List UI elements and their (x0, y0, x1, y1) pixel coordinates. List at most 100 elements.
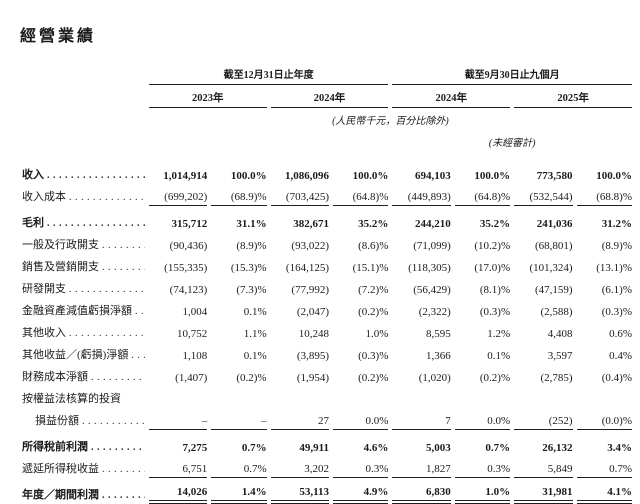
unaudited-note-row: (未經審計) (22, 127, 632, 151)
cell-value: (164,125) (285, 262, 329, 274)
dot-leader (135, 305, 145, 317)
cell-value: 31.1% (236, 218, 267, 230)
row-label-cell: 遞延所得稅收益 (22, 456, 145, 478)
cell-value: 4,408 (547, 328, 573, 340)
cell-value: (2,322) (418, 306, 451, 318)
table-row: 年度／期間利潤 14,0261.4%53,1134.9%6,8301.0%31,9… (22, 478, 632, 504)
cell-value: (0.2)% (479, 372, 511, 384)
table-row: 所得稅前利潤 7,275 0.7% 49,911 4.6% 5,003 0.7% 26,132… (22, 430, 632, 456)
cell-value: 3.4% (607, 442, 632, 454)
cell-value: 6,751 (148, 456, 208, 478)
row-label: 所得稅前利潤 (22, 441, 88, 453)
cell-value: (252) (514, 408, 573, 430)
cell-value: (64.8)% (333, 184, 389, 206)
cell-value: (0.4)% (601, 372, 632, 384)
table-row: 銷售及營銷開支 (155,335) (15.3)% (164,125) (15.1)% (… (22, 254, 632, 276)
cell-value: 49,911 (299, 442, 329, 454)
cell-value: (0.2)% (358, 306, 389, 318)
cell-value: (2,047) (296, 306, 329, 318)
cell-value: (8.1)% (479, 284, 511, 296)
cell-value: 4.6% (363, 442, 389, 454)
cell-value: (0.3)% (358, 350, 389, 362)
cell-value: (1,407) (175, 372, 208, 384)
col-group-annual: 截至12月31日止年度 (148, 66, 389, 85)
dot-leader (91, 371, 145, 383)
cell-value: 382,671 (293, 218, 329, 230)
cell-value: (90,436) (169, 240, 208, 252)
cell-value: 1.1% (243, 328, 267, 340)
page-title: 經營業績 (20, 28, 97, 45)
cell-value: 35.2% (358, 218, 389, 230)
cell-value: (77,992) (291, 284, 329, 296)
cell-value: 694,103 (415, 170, 451, 182)
cell-value: (6.1)% (601, 284, 632, 296)
row-label-cell: 年度／期間利潤 (22, 478, 145, 504)
cell-value: (2,588) (540, 306, 573, 318)
row-label-cell: 一般及行政開支 (22, 232, 145, 254)
table-row: 收入 1,014,914 100.0% 1,086,096 100.0% 694,103 1… (22, 151, 632, 184)
year-header-row: 2023年 2024年 2024年 2025年 (22, 85, 632, 108)
cell-value: 1.0% (365, 328, 389, 340)
row-label: 按權益法核算的投資 (22, 393, 121, 405)
cell-value: 0.6% (609, 328, 632, 340)
cell-value: (3,895) (296, 350, 329, 362)
dot-leader (47, 169, 145, 181)
operating-results-table: 截至12月31日止年度 截至9月30日止九個月 2023年 2024年 2024… (18, 66, 636, 504)
cell-value: 0.7% (211, 456, 267, 478)
dot-leader (102, 463, 145, 475)
cell-value: 1,827 (392, 456, 451, 478)
row-label-cell: 研發開支 (22, 276, 145, 298)
cell-value: 100.0% (596, 170, 632, 182)
cell-value: (1,020) (418, 372, 451, 384)
cell-value: (0.3)% (479, 306, 511, 318)
cell-value: (703,425) (270, 184, 329, 206)
cell-value: (93,022) (291, 240, 329, 252)
units-note: (人民幣千元，百分比除外) (332, 116, 449, 127)
cell-value: 14,026 (148, 478, 208, 504)
cell-value: 1.0% (454, 478, 511, 504)
dot-leader (102, 261, 145, 273)
cell-value: (7.3)% (236, 284, 267, 296)
cell-value: 0.0% (333, 408, 389, 430)
cell-value: 10,248 (298, 328, 329, 340)
row-label-cell: 銷售及營銷開支 (22, 254, 145, 276)
row-label: 年度／期間利潤 (22, 489, 99, 501)
empty-cell (149, 386, 632, 408)
table-row: 金融資產減值虧損淨額 1,004 0.1% (2,047) (0.2)% (2,322) (… (22, 298, 632, 320)
cell-value: (101,324) (529, 262, 573, 274)
cell-value: (74,123) (169, 284, 208, 296)
cell-value: 100.0% (352, 170, 389, 182)
row-label-cell: 損益份額 (22, 408, 145, 430)
row-label-cell: 其他收入 (22, 320, 145, 342)
cell-value: (0.3)% (601, 306, 632, 318)
cell-value: 0.3% (333, 456, 389, 478)
cell-value: 0.3% (454, 456, 511, 478)
cell-value: 100.0% (474, 170, 511, 182)
row-label-cell: 其他收益／(虧損)淨額 (22, 342, 145, 364)
col-group-nine-month: 截至9月30日止九個月 (392, 66, 632, 85)
table-header: 截至12月31日止年度 截至9月30日止九個月 2023年 2024年 2024… (22, 66, 632, 151)
table-row: 收入成本(699,202)(68.9)%(703,425)(64.8)%(449… (22, 184, 632, 206)
cell-value: 35.2% (479, 218, 511, 230)
cell-value: 0.7% (576, 456, 632, 478)
cell-value: 1,004 (182, 306, 208, 318)
row-label: 一般及行政開支 (22, 239, 99, 251)
cell-value: 4.1% (576, 478, 632, 504)
cell-value: (0.2)% (236, 372, 267, 384)
cell-value: (71,099) (413, 240, 451, 252)
table-body: 收入 1,014,914 100.0% 1,086,096 100.0% 694,103 1… (22, 151, 632, 504)
cell-value: – (211, 408, 267, 430)
cell-value: 1,108 (182, 350, 208, 362)
cell-value: (68.9)% (211, 184, 267, 206)
cell-value: (118,305) (408, 262, 451, 274)
cell-value: 8,595 (426, 328, 451, 340)
dot-leader (82, 415, 145, 427)
row-label-cell: 所得稅前利潤 (22, 430, 145, 456)
row-label: 收入成本 (22, 191, 66, 203)
cell-value: – (148, 408, 208, 430)
cell-value: (0.0)% (576, 408, 632, 430)
dot-leader (91, 441, 145, 453)
cell-value: (699,202) (148, 184, 208, 206)
cell-value: 7,275 (182, 442, 208, 454)
